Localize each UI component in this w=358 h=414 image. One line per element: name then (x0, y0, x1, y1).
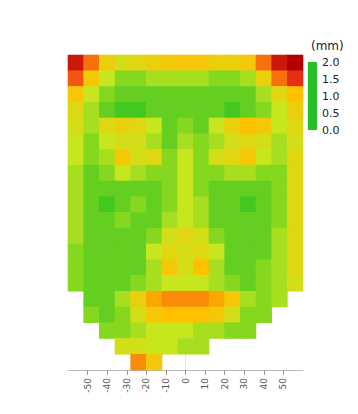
svg-text:1.5: 1.5 (322, 73, 340, 86)
svg-text:30: 30 (239, 378, 249, 390)
svg-text:20: 20 (220, 378, 230, 390)
svg-text:-10: -10 (161, 378, 171, 393)
svg-text:-20: -20 (141, 378, 151, 393)
svg-text:0.5: 0.5 (322, 107, 340, 120)
svg-text:-50: -50 (83, 378, 93, 393)
svg-text:(mm): (mm) (311, 39, 344, 53)
svg-text:-40: -40 (102, 378, 112, 393)
svg-text:10: 10 (200, 378, 210, 390)
svg-text:-30: -30 (122, 378, 132, 393)
svg-text:1.0: 1.0 (322, 90, 340, 103)
svg-text:40: 40 (259, 378, 269, 390)
svg-text:50: 50 (278, 378, 288, 390)
svg-text:0.0: 0.0 (322, 124, 340, 137)
svg-text:0: 0 (181, 378, 191, 384)
svg-text:2.0: 2.0 (322, 56, 340, 69)
